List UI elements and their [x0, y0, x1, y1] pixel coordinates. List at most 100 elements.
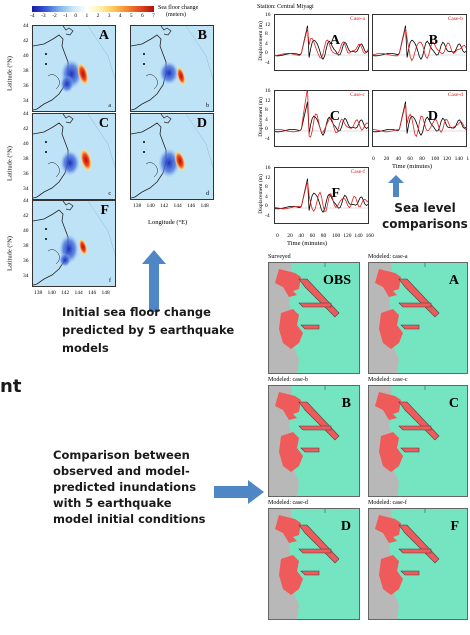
time-tick: 160 [366, 233, 374, 239]
time-tick: 140 [354, 233, 362, 239]
displacement-tick: 12 [265, 175, 271, 181]
time-series-case-c: Case-c C [274, 90, 369, 147]
displacement-axis-label: Displacement (m) [258, 159, 264, 229]
inundation-panel-title: Modeled: case-f [368, 500, 407, 506]
time-series-letter: D [428, 109, 438, 125]
displacement-tick: -4 [265, 213, 270, 219]
time-tick-right: 40 [396, 156, 402, 162]
case-label: Case-c [350, 92, 365, 98]
latitude-tick: 34 [23, 98, 29, 104]
time-axis-label-right: Time (minutes) [392, 163, 432, 170]
time-tick: 120 [343, 233, 351, 239]
latitude-tick: 40 [23, 141, 29, 147]
colorbar-tick-label: 6 [141, 13, 144, 19]
colorbar-tick-label: -3 [41, 13, 46, 19]
displacement-tick: 12 [265, 98, 271, 104]
latitude-tick: 40 [23, 228, 29, 234]
time-tick-right: 100 [431, 156, 439, 162]
colorbar-tick-label: -4 [30, 13, 35, 19]
map-panel-sublabel: d [206, 191, 209, 197]
map-panel-sublabel: c [108, 191, 111, 197]
time-series-letter: B [429, 33, 438, 49]
longitude-tick: 138 [133, 203, 141, 209]
latitude-axis-label: Latitude (°N) [7, 44, 14, 104]
time-series-case-b: Case-b B [372, 14, 467, 71]
colorbar: -4 -3 -2 -1 0 1 2 3 4 5 6 7 Sea floor change (meter… [32, 6, 170, 24]
displacement-tick: -4 [265, 136, 270, 142]
time-axis-label: Time (minutes) [287, 240, 327, 247]
sea-level-caption: Sea level comparisons [380, 200, 470, 232]
colorbar-unit: (meters) [166, 12, 186, 18]
latitude-tick: 40 [23, 53, 29, 59]
time-tick-right: 80 [419, 156, 425, 162]
colorbar-tick-label: 3 [108, 13, 111, 19]
time-series-letter: F [331, 186, 340, 202]
time-tick-right: 60 [407, 156, 413, 162]
displacement-tick: 0 [265, 203, 268, 209]
case-label: Case-d [448, 92, 463, 98]
displacement-tick: 4 [265, 117, 268, 123]
longitude-tick: 144 [75, 290, 83, 296]
map-panel-letter: C [99, 116, 109, 132]
latitude-tick: 38 [23, 156, 29, 162]
up-arrow-small [388, 175, 404, 197]
sea-floor-map-b: Bb [130, 25, 214, 112]
latitude-tick: 42 [23, 38, 29, 44]
inundation-map-d: D [268, 508, 360, 620]
time-tick: 100 [332, 233, 340, 239]
displacement-plot [275, 15, 368, 70]
station-label: Station: Central Miyagi [257, 4, 314, 10]
map-panel-letter: A [99, 28, 109, 44]
displacement-tick: 4 [265, 194, 268, 200]
time-tick-right: 20 [384, 156, 390, 162]
colorbar-tick-label: 1 [86, 13, 89, 19]
time-series-case-d: Case-d D [372, 90, 467, 147]
displacement-tick: 0 [265, 126, 268, 132]
longitude-tick: 142 [160, 203, 168, 209]
time-tick: 20 [287, 233, 293, 239]
colorbar-tick-label: 7 [152, 13, 155, 19]
case-label: Case-b [448, 16, 463, 22]
displacement-tick: -4 [265, 60, 270, 66]
inundation-panel-label: C [449, 396, 459, 412]
observed-series [275, 26, 368, 60]
displacement-axis-label: Displacement (m) [258, 82, 264, 152]
map-panel-letter: D [197, 116, 207, 132]
sea-floor-map-c: Cc [32, 113, 116, 200]
time-series-letter: C [330, 109, 340, 125]
longitude-tick: 144 [174, 203, 182, 209]
colorbar-ticks: -4 -3 -2 -1 0 1 2 3 4 5 6 7 [32, 13, 162, 21]
colorbar-tick-label: 4 [119, 13, 122, 19]
longitude-tick: 140 [147, 203, 155, 209]
latitude-tick: 44 [23, 23, 29, 29]
longitude-tick: 140 [48, 290, 56, 296]
longitude-tick: 146 [187, 203, 195, 209]
latitude-tick: 38 [23, 243, 29, 249]
case-label: Case-a [350, 16, 365, 22]
latitude-tick: 36 [23, 83, 29, 89]
inundation-panel-title: Modeled: case-c [368, 377, 407, 383]
right-arrow [214, 480, 264, 504]
time-series-letter: A [330, 33, 340, 49]
inundation-map-obs: OBS [268, 262, 360, 374]
inundation-panel-title: Modeled: case-b [268, 377, 308, 383]
time-tick-right: 120 [443, 156, 451, 162]
latitude-tick: 44 [23, 111, 29, 117]
time-tick-right: 1 [466, 156, 469, 162]
displacement-plot [373, 91, 466, 146]
latitude-tick: 36 [23, 258, 29, 264]
latitude-tick: 44 [23, 198, 29, 204]
displacement-axis-label: Displacement (m) [258, 6, 264, 76]
case-label: Case-f [351, 169, 365, 175]
latitude-axis-label-2: Latitude (°N) [7, 134, 14, 194]
displacement-tick: 4 [265, 41, 268, 47]
displacement-tick: 0 [265, 50, 268, 56]
inundation-panel-title: Surveyed [268, 254, 291, 260]
longitude-tick: 146 [88, 290, 96, 296]
longitude-tick: 138 [34, 290, 42, 296]
latitude-tick: 42 [23, 126, 29, 132]
map-panel-letter: F [100, 203, 109, 219]
